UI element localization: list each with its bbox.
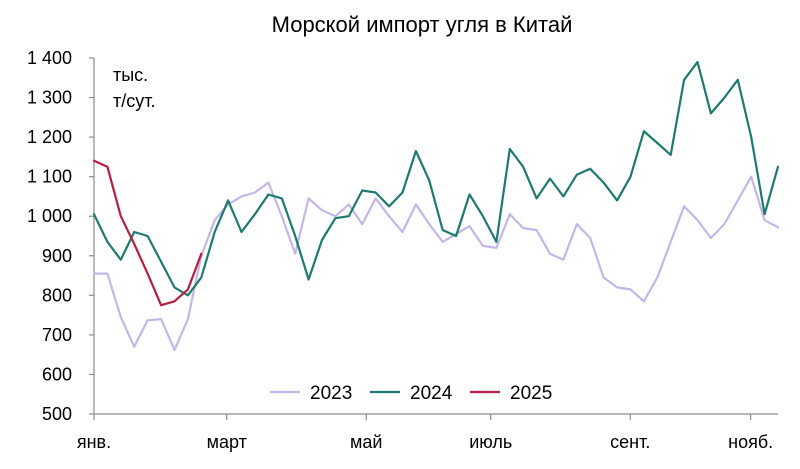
x-tick-labels: янв. март май июль сент. нояб. (77, 432, 773, 452)
x-tick-label: март (207, 432, 247, 452)
x-tick-label: сент. (610, 432, 650, 452)
x-tick-label: май (350, 432, 382, 452)
y-tick-label: 1 300 (27, 88, 72, 108)
x-tick-label: янв. (77, 432, 111, 452)
unit-label-line2: т/сут. (113, 91, 156, 111)
chart-title: Морской импорт угля в Китай (272, 12, 573, 37)
y-tick-label: 1 400 (27, 48, 72, 68)
y-tick-label: 500 (42, 404, 72, 424)
y-tick-label: 1 200 (27, 127, 72, 147)
y-tick-label: 700 (42, 325, 72, 345)
series-lines (92, 60, 780, 351)
legend-label-2023: 2023 (310, 383, 352, 404)
unit-label-line1: тыс. (113, 65, 148, 85)
x-tick-label: июль (469, 432, 512, 452)
y-tick-label: 800 (42, 285, 72, 305)
series-line-2023 (92, 175, 780, 351)
series-line-2025 (92, 159, 203, 307)
y-tick-label: 600 (42, 364, 72, 384)
axes (89, 57, 778, 420)
y-tick-labels: 500 600 700 800 900 1 000 1 100 1 200 1 300 1 400 (27, 48, 72, 424)
y-tick-label: 1 100 (27, 167, 72, 187)
y-tick-label: 1 000 (27, 206, 72, 226)
legend-label-2024: 2024 (410, 383, 453, 404)
y-tick-label: 900 (42, 246, 72, 266)
x-tick-label: нояб. (728, 432, 773, 452)
legend-label-2025: 2025 (510, 383, 552, 404)
legend: 2023 2024 2025 (270, 383, 552, 404)
series-line-2024 (92, 60, 780, 297)
